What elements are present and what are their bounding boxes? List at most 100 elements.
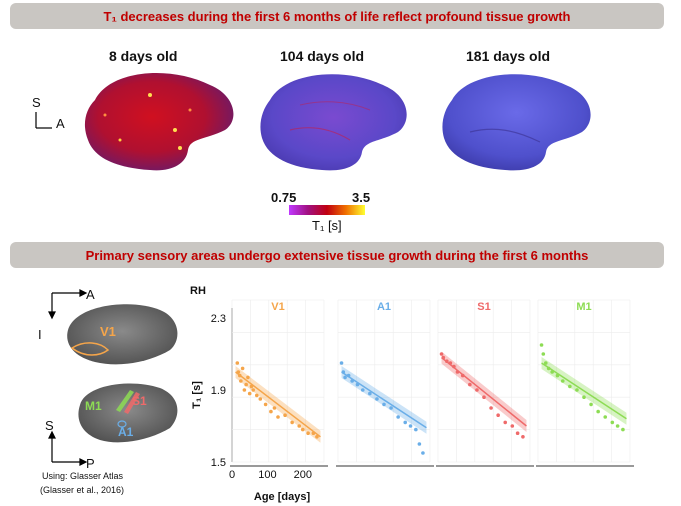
data-point-m1 xyxy=(543,361,548,365)
data-point-v1 xyxy=(242,388,247,392)
data-point-m1 xyxy=(621,427,625,432)
data-point-s1 xyxy=(510,424,515,428)
data-point-s1 xyxy=(521,435,525,439)
data-point-v1 xyxy=(263,402,268,407)
y-tick-label: 1.5 xyxy=(211,457,226,469)
colorbar-min: 0.75 xyxy=(271,190,297,205)
data-point-m1 xyxy=(589,402,593,407)
region-label-s1: S1 xyxy=(132,394,147,408)
data-point-v1 xyxy=(246,375,250,380)
data-point-s1 xyxy=(503,420,508,425)
data-point-m1 xyxy=(560,379,565,383)
orient2-a-label: A xyxy=(86,287,95,302)
data-point-v1 xyxy=(240,366,245,371)
brain-medial xyxy=(67,304,178,365)
orientation-arrows-2 xyxy=(48,289,88,466)
data-point-m1 xyxy=(541,352,546,356)
data-point-v1 xyxy=(239,379,243,383)
brain-8-days xyxy=(84,73,234,171)
orient2-i-label: I xyxy=(38,327,42,342)
data-point-s1 xyxy=(515,431,520,436)
data-point-a1 xyxy=(346,373,351,378)
x-tick-label: 0 xyxy=(229,469,235,481)
data-point-a1 xyxy=(403,420,408,425)
hemisphere-label: RH xyxy=(190,285,206,297)
atlas-line-2: (Glasser et al., 2016) xyxy=(40,485,125,495)
data-point-s1 xyxy=(460,373,465,378)
data-point-s1 xyxy=(489,406,493,410)
data-point-a1 xyxy=(341,370,346,374)
data-point-a1 xyxy=(368,391,372,396)
data-point-m1 xyxy=(596,409,600,414)
data-point-v1 xyxy=(249,384,254,389)
data-point-m1 xyxy=(555,373,560,378)
age-label-3: 181 days old xyxy=(466,48,551,64)
data-point-v1 xyxy=(247,391,252,396)
data-point-a1 xyxy=(417,442,422,446)
data-point-m1 xyxy=(615,424,620,428)
colorbar-label: T₁ [s] xyxy=(312,218,342,233)
data-point-v1 xyxy=(236,370,241,374)
data-point-s1 xyxy=(448,361,453,365)
data-point-s1 xyxy=(452,364,456,369)
data-point-s1 xyxy=(439,352,444,356)
y-axis-label: T₁ [s] xyxy=(191,381,203,409)
orient3-s-label: S xyxy=(45,418,54,433)
data-point-v1 xyxy=(235,361,240,365)
data-point-v1 xyxy=(297,424,302,428)
region-label-m1: M1 xyxy=(85,399,102,413)
data-point-v1 xyxy=(269,409,273,414)
brain-104-days xyxy=(260,74,407,171)
data-point-v1 xyxy=(283,413,287,418)
x-axis-label: Age [days] xyxy=(254,491,311,503)
data-point-m1 xyxy=(575,388,579,392)
data-point-v1 xyxy=(306,431,310,436)
orient-a-label: A xyxy=(56,116,65,131)
atlas-line-1: Using: Glasser Atlas xyxy=(42,471,124,481)
panel-title-v1: V1 xyxy=(271,301,284,313)
fit-line-s1 xyxy=(441,357,527,427)
colorbar xyxy=(289,205,365,215)
data-point-a1 xyxy=(421,451,425,455)
colorbar-max: 3.5 xyxy=(352,190,371,205)
data-point-s1 xyxy=(441,355,446,360)
region-label-v1: V1 xyxy=(100,324,116,339)
fit-line-v1 xyxy=(235,371,321,438)
data-point-a1 xyxy=(343,375,347,380)
data-point-v1 xyxy=(276,415,280,419)
data-point-v1 xyxy=(258,397,263,401)
data-point-m1 xyxy=(546,366,551,371)
data-point-m1 xyxy=(550,370,554,374)
data-point-s1 xyxy=(468,382,472,387)
data-point-s1 xyxy=(482,395,486,400)
data-point-m1 xyxy=(610,420,615,425)
data-point-v1 xyxy=(237,373,242,378)
data-point-s1 xyxy=(455,370,460,374)
panel-title-a1: A1 xyxy=(377,301,391,313)
bottom-title: Primary sensory areas undergo extensive … xyxy=(85,247,589,263)
data-point-a1 xyxy=(375,397,379,401)
data-point-s1 xyxy=(496,413,500,418)
top-title: T₁ decreases during the first 6 months o… xyxy=(103,8,571,24)
y-tick-label: 2.3 xyxy=(211,313,226,325)
data-point-v1 xyxy=(244,382,248,387)
data-point-a1 xyxy=(389,406,393,410)
fit-line-a1 xyxy=(341,371,427,429)
data-point-a1 xyxy=(355,382,360,387)
data-point-a1 xyxy=(414,427,418,432)
data-point-v1 xyxy=(300,427,305,432)
data-point-s1 xyxy=(475,388,479,392)
data-point-v1 xyxy=(251,388,256,392)
data-point-v1 xyxy=(272,406,277,410)
y-tick-label: 1.9 xyxy=(211,385,226,397)
panel-title-m1: M1 xyxy=(576,301,591,313)
data-point-v1 xyxy=(311,431,316,436)
age-label-2: 104 days old xyxy=(280,48,365,64)
data-point-a1 xyxy=(382,402,386,407)
region-label-a1: A1 xyxy=(118,425,134,439)
data-point-v1 xyxy=(254,393,259,398)
data-point-v1 xyxy=(315,435,319,439)
x-tick-label: 100 xyxy=(258,469,276,481)
